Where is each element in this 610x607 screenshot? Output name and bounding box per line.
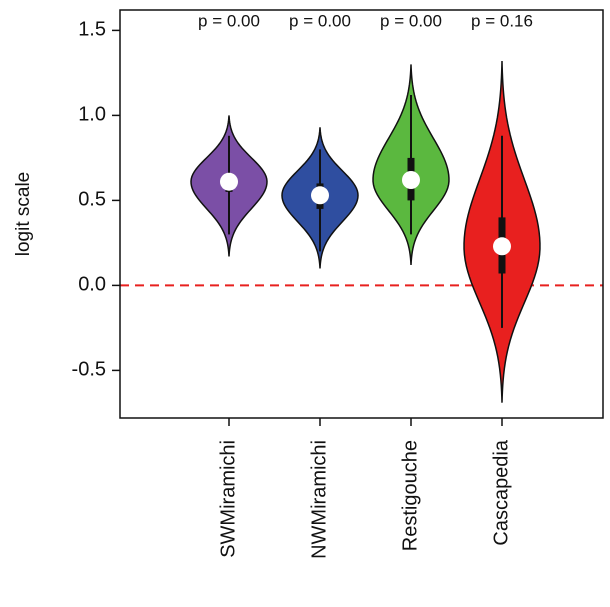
annotation: p = 0.00 bbox=[289, 11, 351, 30]
y-tick-label: 1.0 bbox=[78, 104, 106, 126]
x-tick-label: Cascapedia bbox=[490, 439, 512, 546]
plot-frame bbox=[119, 9, 604, 419]
median-dot bbox=[220, 172, 238, 191]
y-tick-label: 0.5 bbox=[78, 189, 106, 211]
x-tick-label: Restigouche bbox=[399, 440, 421, 551]
median-dot bbox=[402, 171, 420, 189]
x-tick-label: SWMiramichi bbox=[217, 440, 239, 558]
x-tick-label: NWMiramichi bbox=[308, 440, 330, 559]
y-tick-label: -0.5 bbox=[72, 359, 106, 381]
annotation: p = 0.16 bbox=[471, 11, 533, 30]
annotation: p = 0.00 bbox=[380, 11, 442, 30]
median-dot bbox=[311, 186, 329, 205]
y-axis-label: logit scale bbox=[13, 172, 34, 257]
y-tick-label: 1.5 bbox=[78, 19, 106, 41]
annotation: p = 0.00 bbox=[198, 11, 260, 30]
median-dot bbox=[493, 237, 511, 256]
y-tick-label: 0.0 bbox=[78, 274, 106, 296]
